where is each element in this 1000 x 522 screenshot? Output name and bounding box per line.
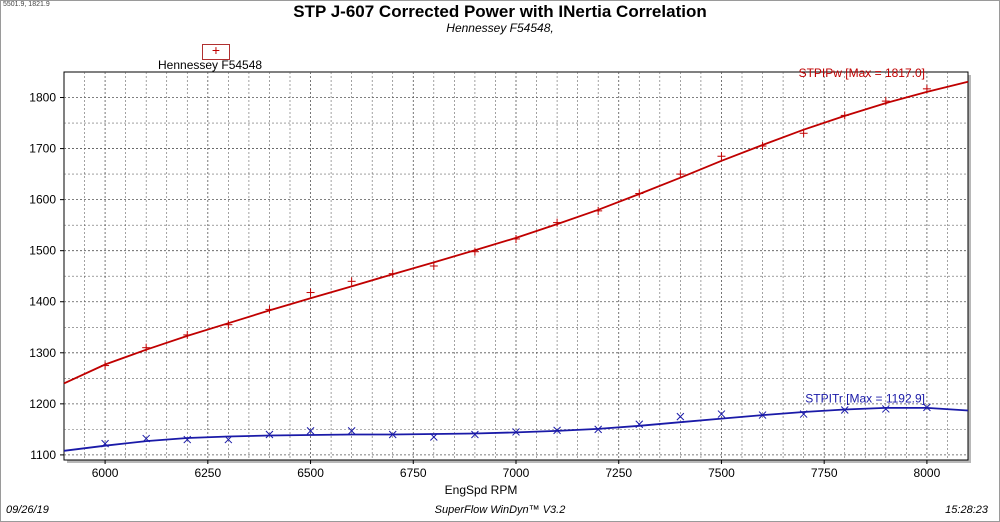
torque-point-marker: [881, 405, 890, 413]
footer-date: 09/26/19: [6, 504, 49, 516]
y-tick-label: 1500: [29, 244, 56, 258]
x-tick-label: 6250: [194, 466, 221, 480]
y-tick-label: 1100: [30, 448, 56, 462]
series-annotation-stpipw: STPIPw [Max = 1817.0]: [799, 66, 925, 80]
cursor-coordinates: 5501.9, 1821.9: [3, 1, 50, 8]
footer-app-name: SuperFlow WinDyn™ V3.2: [434, 504, 566, 516]
torque-point-marker: [388, 430, 397, 439]
torque-point-marker: [758, 411, 767, 419]
torque-point-marker: [183, 435, 192, 444]
chart-subtitle: Hennessey F54548,: [446, 21, 554, 35]
x-tick-label: 7250: [605, 466, 632, 480]
torque-point-marker: [840, 406, 849, 414]
footer-time: 15:28:23: [945, 504, 988, 516]
torque-point-marker: [717, 410, 726, 418]
x-tick-label: 6000: [92, 466, 119, 480]
torque-point-marker: [306, 427, 315, 435]
torque-point-marker: [594, 425, 603, 434]
torque-point-marker: [512, 428, 520, 436]
torque-point-marker: [265, 430, 274, 439]
legend-plus-icon: +: [211, 42, 221, 58]
torque-point-marker: [429, 433, 438, 441]
torque-point-marker: [799, 410, 808, 418]
y-tick-label: 1700: [29, 142, 56, 156]
torque-point-marker: [142, 434, 151, 443]
x-tick-label: 7500: [708, 466, 735, 480]
torque-point-marker: [224, 435, 233, 444]
x-tick-label: 7750: [811, 466, 838, 480]
y-tick-label: 1300: [29, 346, 56, 360]
y-tick-label: 1600: [29, 193, 56, 207]
y-tick-label: 1400: [29, 295, 56, 309]
y-tick-label: 1200: [29, 397, 56, 411]
x-tick-label: 7000: [503, 466, 530, 480]
torque-point-marker: [923, 403, 931, 412]
x-tick-label: 6750: [400, 466, 427, 480]
x-tick-label: 6500: [297, 466, 324, 480]
legend-label: Hennessey F54548: [158, 58, 263, 72]
torque-point-marker: [347, 427, 356, 435]
y-tick-label: 1800: [29, 91, 56, 105]
x-tick-label: 8000: [914, 466, 941, 480]
torque-point-marker: [635, 420, 644, 429]
x-axis-label: EngSpd RPM: [445, 483, 518, 497]
torque-point-marker: [676, 412, 685, 421]
chart-title: STP J-607 Corrected Power with INertia C…: [293, 2, 707, 21]
series-annotation-stpitr: STPITr [Max = 1192.9]: [805, 391, 925, 405]
torque-point-marker: [471, 430, 479, 439]
legend-marker-box[interactable]: +: [202, 42, 230, 60]
torque-point-marker: [553, 426, 561, 435]
torque-point-marker: [101, 439, 109, 448]
